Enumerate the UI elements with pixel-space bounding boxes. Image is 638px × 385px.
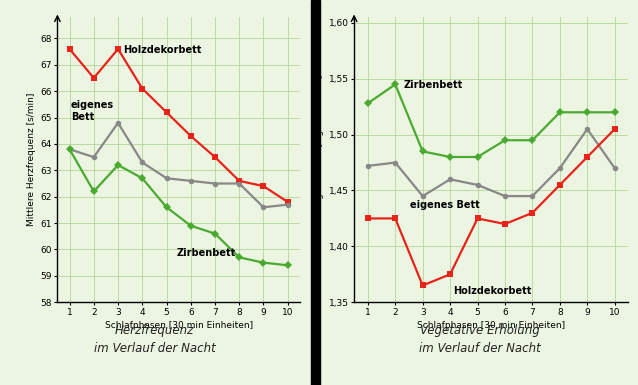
X-axis label: Schlafphasen [30 min Einheiten]: Schlafphasen [30 min Einheiten] (417, 321, 565, 330)
Text: Zirbenbett: Zirbenbett (403, 80, 463, 90)
Y-axis label: Mittlere Herzfrequenz [s/min]: Mittlere Herzfrequenz [s/min] (27, 93, 36, 226)
Text: Holzdekorbett: Holzdekorbett (123, 45, 201, 55)
Text: eigenes Bett: eigenes Bett (410, 200, 480, 210)
Text: Holzdekorbett: Holzdekorbett (453, 286, 531, 296)
Text: Herzfrequenz
im Verlauf der Nacht: Herzfrequenz im Verlauf der Nacht (94, 324, 216, 355)
Text: eigenes
Bett: eigenes Bett (71, 100, 114, 122)
Text: Vegetative Erholung
im Verlauf der Nacht: Vegetative Erholung im Verlauf der Nacht (419, 324, 541, 355)
Y-axis label: Mittlere Vagusaktivität [log RSArr in ms]: Mittlere Vagusaktivität [log RSArr in ms… (315, 75, 324, 244)
X-axis label: Schlafphasen [30 min Einheiten]: Schlafphasen [30 min Einheiten] (105, 321, 253, 330)
Text: Zirbenbett: Zirbenbett (176, 248, 235, 258)
